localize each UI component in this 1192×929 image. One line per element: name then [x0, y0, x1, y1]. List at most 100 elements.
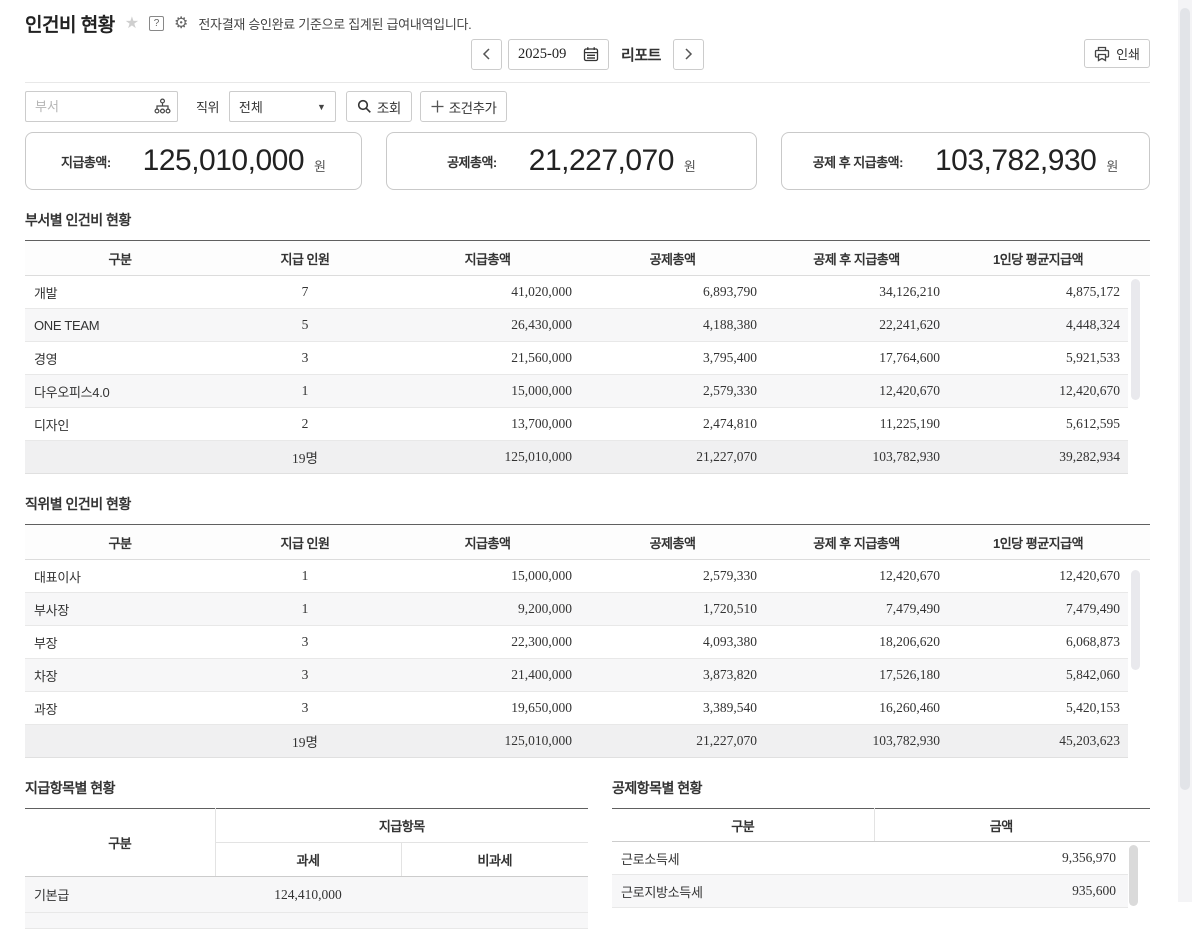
total-headcount: 19명: [215, 724, 395, 758]
cell-net: 7,479,490: [765, 592, 948, 626]
department-input[interactable]: [25, 91, 178, 122]
table-scrollbar-thumb[interactable]: [1129, 845, 1138, 906]
total-deduction: 21,227,070: [580, 724, 765, 758]
cell-average: 5,921,533: [948, 341, 1128, 375]
cell-headcount: 1: [215, 592, 395, 626]
total-payment-card: 지급총액: 125,010,000 원: [25, 132, 362, 190]
page-title: 인건비 현황: [25, 15, 115, 36]
cell-gross: 21,560,000: [395, 341, 580, 375]
card-unit: 원: [314, 158, 326, 174]
cell-category: 개발: [25, 275, 215, 309]
cell-category: 다우오피스4.0: [25, 374, 215, 408]
net-payment-card: 공제 후 지급총액: 103,782,930 원: [781, 132, 1150, 190]
cell-gutter: [1128, 692, 1150, 725]
page-description: 전자결재 승인완료 기준으로 집계된 급여내역입니다.: [198, 17, 472, 32]
deduction-items-table: 구분 금액 근로소득세 9,356,970 근로지방소득세: [612, 808, 1150, 908]
table-row: 다우오피스4.0 1 15,000,000 2,579,330 12,420,6…: [25, 374, 1150, 408]
cell-net: 17,764,600: [765, 341, 948, 375]
cell-deduction: 4,188,380: [580, 308, 765, 342]
cell-headcount: 3: [215, 658, 395, 692]
card-value: 125,010,000: [142, 144, 305, 177]
cell-item: 기본급: [25, 876, 215, 913]
total-category: [25, 724, 215, 758]
deduction-items-section: 공제항목별 현황 구분 금액 근로소득세: [612, 758, 1150, 929]
col-header: 지급총액: [395, 240, 580, 276]
next-month-button[interactable]: [672, 38, 704, 70]
department-field: [25, 91, 178, 122]
help-icon[interactable]: ?: [149, 16, 165, 31]
chevron-down-icon: ▼: [317, 101, 326, 112]
col-header: 지급총액: [395, 524, 580, 560]
col-header-category: 구분: [612, 808, 875, 842]
calendar-icon: [583, 46, 599, 62]
cell-category: 과장: [25, 691, 215, 725]
search-icon: [357, 99, 372, 114]
deduction-items-title: 공제항목별 현황: [612, 780, 703, 796]
cell-deduction: 2,474,810: [580, 407, 765, 441]
prev-month-button[interactable]: [471, 38, 503, 70]
position-select[interactable]: 전체 ▼: [228, 91, 336, 122]
table-row: 기본급 124,410,000: [25, 876, 588, 913]
cell-deduction: 2,579,330: [580, 559, 765, 593]
col-header: 구분: [25, 524, 215, 560]
cell-gutter: [1128, 441, 1150, 474]
cell-deduction: 3,873,820: [580, 658, 765, 692]
cell-category: 대표이사: [25, 559, 215, 593]
add-condition-button[interactable]: 조건추가: [419, 91, 508, 122]
payment-items-section: 지급항목별 현황 구분 지급항목 과세 비과세 기본급 12: [25, 758, 588, 929]
cell-deduction: 3,795,400: [580, 341, 765, 375]
cell-net: 17,526,180: [765, 658, 948, 692]
position-table-wrap: 구분 지급 인원 지급총액 공제총액 공제 후 지급총액 1인당 평균지급액 대…: [25, 524, 1150, 758]
org-chart-icon[interactable]: [154, 98, 171, 115]
cell-average: 4,448,324: [948, 308, 1128, 342]
card-unit: 원: [683, 158, 696, 174]
deduction-table-wrap: 구분 금액 근로소득세 9,356,970 근로지방소득세: [612, 808, 1150, 908]
cell-gross: 19,650,000: [395, 691, 580, 725]
card-label: 공제 후 지급총액:: [812, 154, 904, 170]
cell-gross: 9,200,000: [395, 592, 580, 626]
cell-nontaxable: [401, 876, 588, 913]
col-header-gutter: [1128, 240, 1150, 276]
table-scrollbar-thumb[interactable]: [1131, 279, 1140, 400]
col-header-amount: 금액: [874, 808, 1128, 842]
table-scrollbar-thumb[interactable]: [1131, 570, 1140, 670]
cell-category: 부장: [25, 625, 215, 659]
col-header-gutter: [1128, 524, 1150, 560]
cell-category: ONE TEAM: [25, 308, 215, 342]
table-row: 차장 3 21,400,000 3,873,820 17,526,180 5,8…: [25, 658, 1150, 692]
favorite-star-icon[interactable]: ★: [124, 14, 140, 32]
card-label: 공제총액:: [447, 154, 497, 170]
total-average: 45,203,623: [948, 724, 1128, 758]
page-header: 인건비 현황 ★ ? ⚙ 전자결재 승인완료 기준으로 집계된 급여내역입니다.: [25, 0, 1150, 36]
summary-cards: 지급총액: 125,010,000 원 공제총액: 21,227,070 원 공…: [25, 132, 1150, 190]
table-row: 경영 3 21,560,000 3,795,400 17,764,600 5,9…: [25, 341, 1150, 375]
cell-category: 디자인: [25, 407, 215, 441]
cell-average: 5,612,595: [948, 407, 1128, 441]
col-header: 1인당 평균지급액: [948, 524, 1128, 560]
cell-deduction: 4,093,380: [580, 625, 765, 659]
search-button[interactable]: 조회: [345, 91, 412, 122]
month-value: 2025-09: [518, 45, 567, 62]
col-header: 지급 인원: [215, 240, 395, 276]
cell-headcount: 3: [215, 691, 395, 725]
print-button[interactable]: 인쇄: [1084, 39, 1150, 68]
col-header: 공제총액: [580, 524, 765, 560]
table-header-row: 구분 금액: [612, 808, 1150, 842]
month-picker[interactable]: 2025-09: [508, 38, 610, 70]
cell-deduction: 2,579,330: [580, 374, 765, 408]
chevron-left-icon: [481, 48, 493, 60]
cell-average: 6,068,873: [948, 625, 1128, 659]
cell-average: 5,420,153: [948, 691, 1128, 725]
cell-net: 12,420,670: [765, 374, 948, 408]
col-header: 공제총액: [580, 240, 765, 276]
page-scrollbar-thumb[interactable]: [1180, 8, 1190, 790]
settings-gear-icon[interactable]: ⚙: [174, 14, 189, 32]
page-scrollbar[interactable]: [1178, 0, 1192, 902]
department-table: 구분 지급 인원 지급총액 공제총액 공제 후 지급총액 1인당 평균지급액 개…: [25, 240, 1150, 474]
table-row: 부장 3 22,300,000 4,093,380 18,206,620 6,0…: [25, 625, 1150, 659]
position-filter-label: 직위: [196, 100, 219, 115]
cell-net: 11,225,190: [765, 407, 948, 441]
cell-gutter: [1128, 408, 1150, 441]
search-button-label: 조회: [376, 100, 401, 116]
